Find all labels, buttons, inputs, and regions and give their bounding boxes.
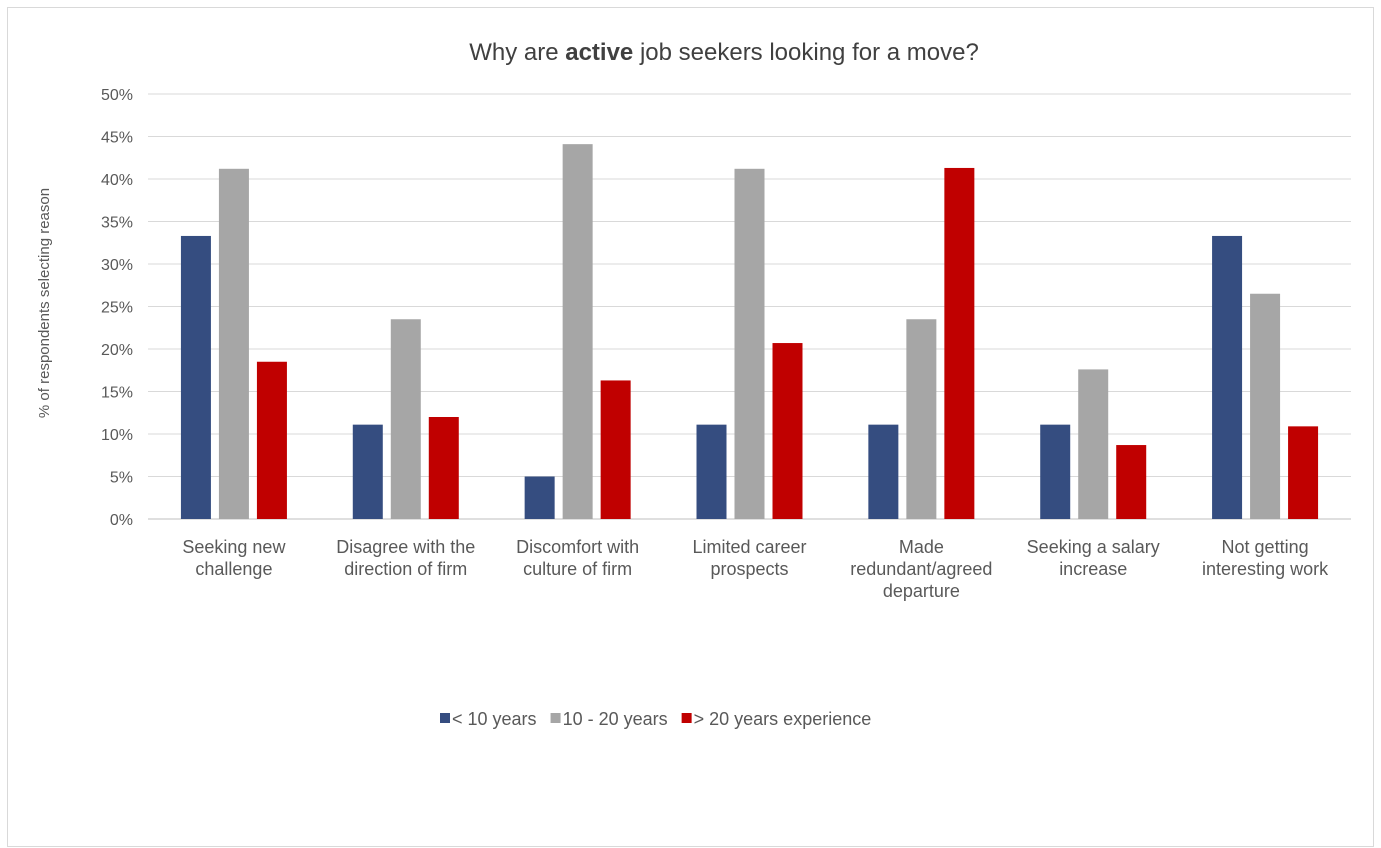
x-tick-label: Disagree with the — [336, 537, 475, 557]
bar — [1250, 293, 1281, 519]
bar — [868, 424, 899, 519]
x-tick-label: departure — [883, 581, 960, 601]
x-tick-label: Limited career — [692, 537, 806, 557]
bar — [944, 167, 975, 519]
y-axis-ticks: 0% 5% 10% 15% 20% 25% 30% 35% 40% 45% 50% — [101, 87, 133, 529]
legend-swatch — [550, 713, 561, 723]
bar — [562, 144, 593, 519]
y-tick-label: 30% — [101, 257, 133, 274]
y-tick-label: 45% — [101, 130, 133, 147]
y-tick-label: 0% — [110, 512, 133, 529]
bar — [1288, 426, 1319, 519]
x-tick-label: Seeking new — [182, 537, 286, 557]
y-tick-label: 5% — [110, 470, 133, 487]
y-tick-label: 40% — [101, 172, 133, 189]
y-tick-label: 15% — [101, 385, 133, 402]
y-tick-label: 10% — [101, 427, 133, 444]
x-tick-label: increase — [1059, 559, 1127, 579]
legend-swatch — [440, 713, 450, 723]
legend-swatch — [681, 713, 692, 723]
legend-label: < 10 years — [452, 709, 537, 729]
y-axis-title: % of respondents selecting reason — [36, 188, 53, 418]
chart-title-prefix: Why are — [469, 39, 565, 66]
bar — [1212, 235, 1243, 519]
bar — [600, 380, 631, 519]
x-tick-label: Discomfort with — [516, 537, 639, 557]
legend-label: > 20 years experience — [694, 709, 872, 729]
chart-svg: Why are active job seekers looking for a… — [36, 39, 1351, 729]
x-tick-label: culture of firm — [523, 559, 632, 579]
x-tick-label: Made — [899, 537, 944, 557]
bar — [1040, 424, 1071, 519]
bars — [180, 144, 1319, 520]
chart-title-emphasis: active — [565, 39, 633, 66]
y-tick-label: 50% — [101, 87, 133, 104]
x-tick-label: interesting work — [1202, 559, 1329, 579]
x-tick-label: prospects — [710, 559, 788, 579]
bar — [524, 476, 555, 519]
x-tick-label: Not getting — [1222, 537, 1309, 557]
bar — [772, 343, 803, 519]
y-tick-label: 20% — [101, 342, 133, 359]
legend: < 10 years 10 - 20 years > 20 years experi… — [440, 709, 871, 729]
x-tick-label: Seeking a salary — [1027, 537, 1160, 557]
chart-title-suffix: job seekers looking for a move? — [633, 39, 979, 66]
bar — [1116, 445, 1147, 519]
chart-title: Why are active job seekers looking for a… — [469, 39, 979, 66]
bar — [696, 424, 727, 519]
y-tick-label: 25% — [101, 300, 133, 317]
x-tick-label: direction of firm — [344, 559, 467, 579]
bar — [906, 319, 937, 519]
bar — [352, 424, 383, 519]
bar — [1078, 369, 1109, 519]
bar — [180, 235, 211, 519]
legend-label: 10 - 20 years — [563, 709, 668, 729]
bar — [734, 168, 765, 520]
x-tick-label: challenge — [195, 559, 272, 579]
bar — [428, 417, 459, 519]
bar — [218, 168, 249, 520]
bar — [256, 361, 287, 519]
bar — [390, 319, 421, 519]
x-tick-label: redundant/agreed — [850, 559, 992, 579]
chart-container: Why are active job seekers looking for a… — [7, 7, 1374, 847]
y-tick-label: 35% — [101, 215, 133, 232]
